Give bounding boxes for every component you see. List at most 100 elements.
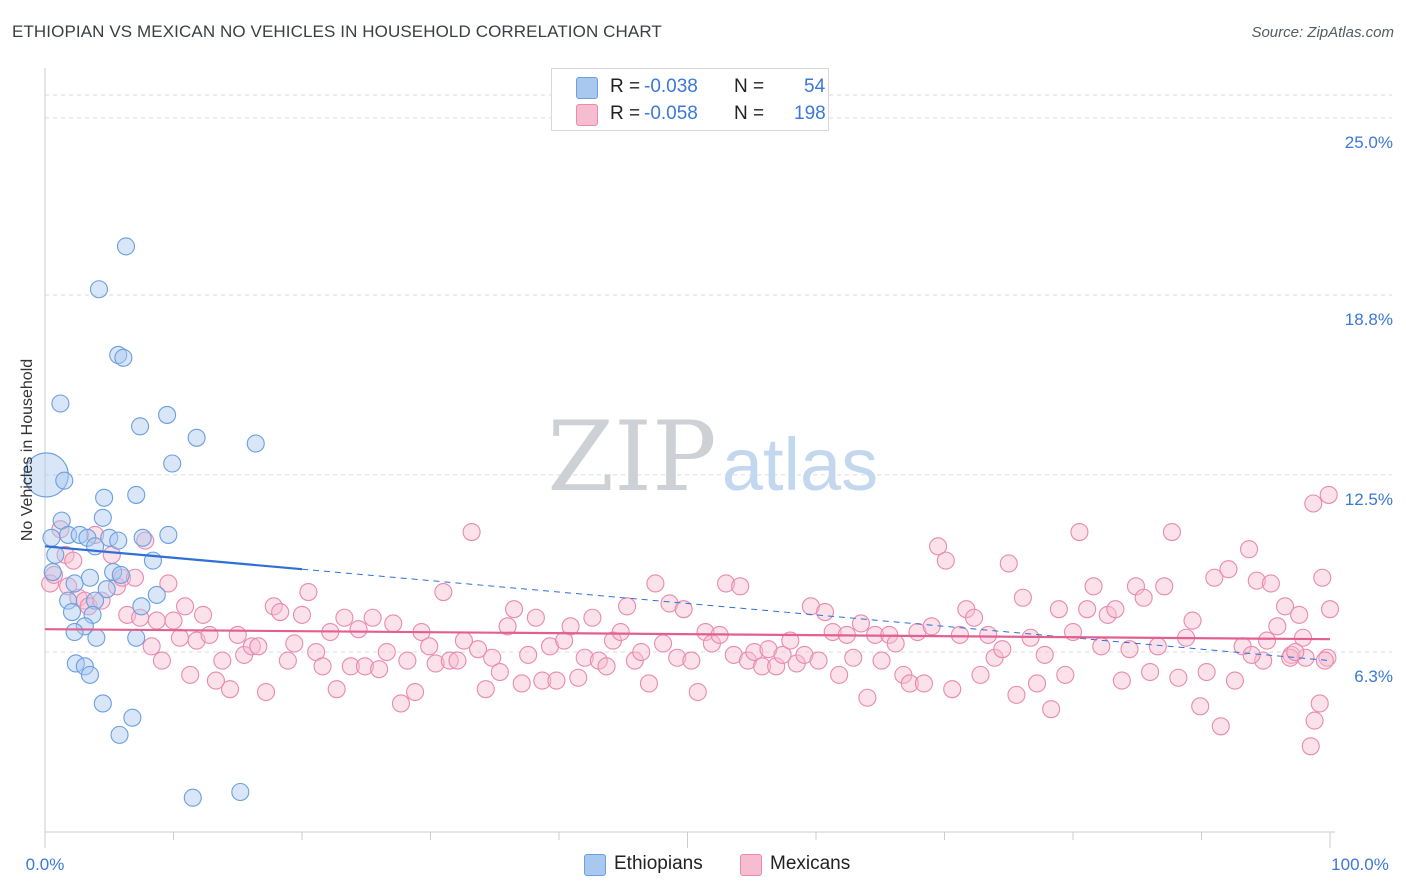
mexicans-point [682,651,701,670]
mexicans-point [313,657,332,676]
mexicans-point [440,651,459,670]
ethiopians-point [109,531,128,550]
mexicans-point [147,611,166,630]
ethiopians-point [59,591,78,610]
mexicans-point [872,651,891,670]
mexicans-point [462,523,481,542]
ethiopians-point [159,525,178,544]
mexicans-point [363,608,382,627]
mexicans-point [668,648,687,667]
legend-r-value: -0.058 [644,103,698,124]
mexicans-point [228,625,247,644]
source-label: Source: ZipAtlas.com [1251,24,1394,41]
ethiopians-trend-solid [44,545,303,571]
y-tick-label: 6.3% [1354,667,1393,686]
mexicans-point [999,554,1018,573]
mexicans-point [654,634,673,653]
mexicans-point [206,671,225,690]
mexicans-point [292,605,312,624]
mexicans-point [1183,611,1202,630]
mexicans-point [781,631,800,650]
mexicans-point [1319,485,1338,504]
mexicans-point [420,637,439,656]
mexicans-point [1301,737,1320,756]
mexicans-point [979,625,998,644]
mexicans-point [1310,694,1329,713]
mexicans-point [752,657,772,676]
mexicans-point [136,531,155,550]
ethiopians-point [93,508,112,527]
ethiopians-point [46,545,65,564]
mexicans-point [526,608,545,627]
mexicans-point [349,620,368,639]
mexicans-point [92,591,111,610]
mexicans-point [1112,671,1131,690]
mexicans-point [1293,628,1313,647]
mexicans-point [468,640,488,659]
ethiopians-point [93,694,112,713]
y-axis-label-wrap: No Vehicles in Household [16,200,40,700]
mexicans-point [64,551,83,570]
mexicans-point [194,605,213,624]
mexicans-point [200,625,219,644]
ethiopians-point [43,562,62,582]
mexicans-trend [44,628,1331,641]
mexicans-point [483,648,502,667]
mexicans-point [504,600,524,619]
mexicans-point [271,602,290,622]
ethiopians-point [80,568,100,587]
mexicans-point [993,640,1012,659]
ethiopians-point [62,602,82,622]
mexicans-point [597,657,616,676]
mexicans-point [1134,588,1153,607]
mexicans-point [384,614,403,633]
mexicans-point [569,668,588,687]
ethiopians-point [109,345,128,364]
mexicans-point [490,662,509,682]
mexicans-point [1304,494,1323,513]
watermark: ZIP atlas [547,401,878,513]
mexicans-point [327,680,346,699]
mexicans-point [1027,674,1047,693]
ethiopians-point [147,585,166,604]
mexicans-point [914,674,933,693]
ethiopians-point [87,628,106,647]
mexicans-point [406,682,425,702]
ethiopians-points [23,237,265,807]
mexicans-point [583,608,602,627]
mexicans-point [1162,523,1181,542]
mexicans-point [547,671,566,690]
mexicans-point [341,657,360,676]
y-axis-label: No Vehicles in Household [19,358,36,542]
mexicans-points [41,485,1340,756]
mexicans-point [674,600,693,619]
ethiopians-point [80,665,100,684]
mexicans-point [1169,668,1188,687]
ethiopians-point [132,597,151,616]
ethiopians-point [95,488,114,507]
ethiopians-point [246,434,265,453]
mexicans-point [767,657,786,676]
mexicans-point [1219,560,1238,579]
mexicans-point [426,654,445,673]
mexicans-point [1318,648,1337,667]
mexicans-point [1205,568,1224,587]
ethiopians-point [127,485,146,504]
x-tick-label: 100.0% [1331,855,1389,874]
mexicans-point [434,582,453,602]
mexicans-point [181,665,200,684]
mexicans-point [639,674,659,693]
mexicans-point [716,574,736,593]
legend-n-label: N = [734,103,765,124]
mexicans-point [858,688,877,707]
trend-lines [44,545,1331,662]
mexicans-point [1078,600,1097,619]
mexicans-point [1313,568,1332,587]
ethiopians-point [133,528,152,547]
ethiopians-point [42,528,61,547]
ethiopians-point [123,708,142,727]
ethiopians-point [111,565,130,584]
mexicans-point [618,597,637,616]
mexicans-point [950,625,969,644]
